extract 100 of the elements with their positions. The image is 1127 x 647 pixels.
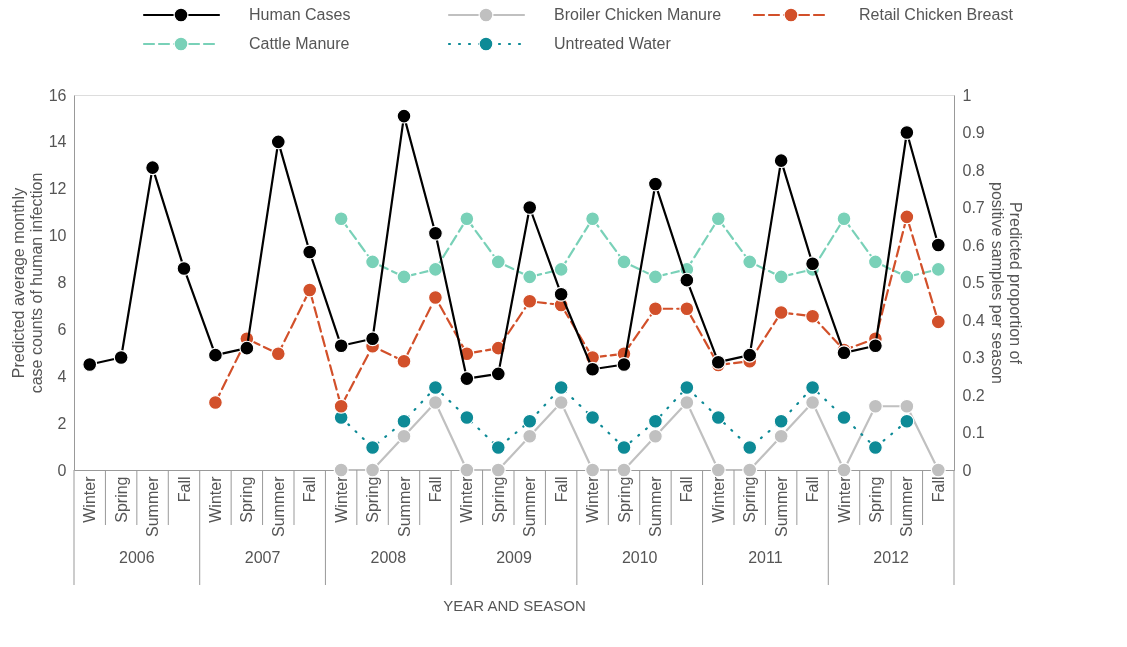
point (333, 398, 349, 414)
point (616, 462, 632, 478)
point (427, 225, 443, 241)
y2-tick-label: 1 (962, 86, 972, 104)
point (553, 286, 569, 302)
y2-tick-label: 0.4 (962, 311, 985, 329)
x-tick-label: Spring (489, 476, 507, 523)
point (490, 440, 506, 455)
point (490, 254, 506, 270)
point (333, 462, 349, 478)
point (459, 410, 475, 425)
y2-axis-title: Predicted proportion of positive samples per season (988, 182, 1024, 384)
y2-tick-label: 0.6 (962, 236, 985, 254)
point (742, 347, 758, 363)
point (647, 413, 663, 429)
x-axis-title: YEAR AND SEASON (443, 596, 586, 614)
x-tick-label: Summer (772, 475, 790, 537)
point (553, 395, 569, 410)
point (679, 380, 695, 395)
point (427, 261, 443, 277)
point (427, 380, 443, 395)
y2-tick-label: 0.5 (962, 274, 985, 291)
point (710, 410, 726, 425)
point (805, 395, 821, 410)
point (207, 395, 223, 410)
point (553, 261, 569, 277)
point (805, 380, 821, 395)
point (365, 440, 381, 455)
point (113, 350, 129, 365)
point (585, 211, 601, 227)
point (207, 347, 223, 363)
y-tick-label: 14 (48, 133, 67, 151)
point (773, 305, 789, 320)
point (585, 410, 601, 425)
point (930, 462, 946, 478)
legend-label: Broiler Chicken Manure (554, 6, 722, 23)
point (647, 428, 663, 444)
y2-tick-label: 0.9 (962, 124, 985, 141)
y2-tick-label: 0.2 (962, 386, 985, 404)
x-tick-label: Winter (332, 475, 350, 523)
point (679, 272, 695, 288)
x-tick-label: Fall (678, 476, 696, 503)
point (867, 398, 883, 414)
x-tick-label: Spring (866, 476, 884, 523)
x-tick-label: Spring (364, 476, 382, 523)
point (773, 413, 789, 429)
y2-tick-label: 0.1 (962, 424, 985, 441)
point (490, 462, 506, 478)
point (742, 254, 758, 270)
point (616, 357, 632, 373)
point (647, 176, 663, 192)
text: 2012 (873, 549, 910, 566)
point (899, 413, 915, 429)
y2-tick-label: 0.8 (962, 161, 985, 179)
point (270, 134, 286, 150)
legend-label: Untreated Water (554, 35, 672, 52)
point (805, 256, 821, 272)
point (396, 108, 412, 124)
point (930, 261, 946, 277)
point (522, 293, 538, 309)
text: 2009 (496, 549, 532, 566)
y-tick-label: 10 (48, 227, 67, 245)
point (773, 269, 789, 285)
point (742, 440, 758, 455)
x-tick-label: Winter (709, 475, 727, 523)
y-axis-title: Predicted average monthly case counts of human infection (9, 172, 45, 394)
point (899, 209, 915, 225)
point (647, 301, 663, 317)
point (522, 413, 538, 429)
point (522, 428, 538, 444)
x-tick-label: Winter (835, 475, 853, 523)
y-tick-label: 16 (48, 86, 67, 104)
y2-tick-label: 0.3 (962, 349, 985, 366)
point (836, 211, 852, 227)
point (773, 153, 789, 169)
x-tick-label: Fall (175, 476, 193, 503)
point (396, 269, 412, 285)
text: 2006 (119, 549, 155, 566)
y-tick-label: 8 (57, 274, 67, 291)
x-tick-label: Fall (426, 476, 444, 503)
point (365, 254, 381, 270)
point (333, 338, 349, 354)
point (365, 462, 381, 478)
y-tick-label: 12 (48, 180, 67, 198)
point (616, 254, 632, 270)
x-tick-label: Summer (646, 475, 664, 537)
point (710, 211, 726, 227)
point (899, 398, 915, 414)
legend-label: Retail Chicken Breast (859, 6, 1014, 23)
point (616, 440, 632, 455)
x-tick-label: Spring (741, 476, 759, 523)
point (867, 254, 883, 270)
text: 2010 (621, 549, 658, 566)
x-tick-label: Winter (81, 475, 99, 523)
point (679, 301, 695, 317)
point (82, 357, 98, 373)
point (585, 361, 601, 377)
point (490, 366, 506, 382)
x-tick-label: Summer (521, 475, 539, 537)
x-tick-label: Spring (238, 476, 256, 523)
